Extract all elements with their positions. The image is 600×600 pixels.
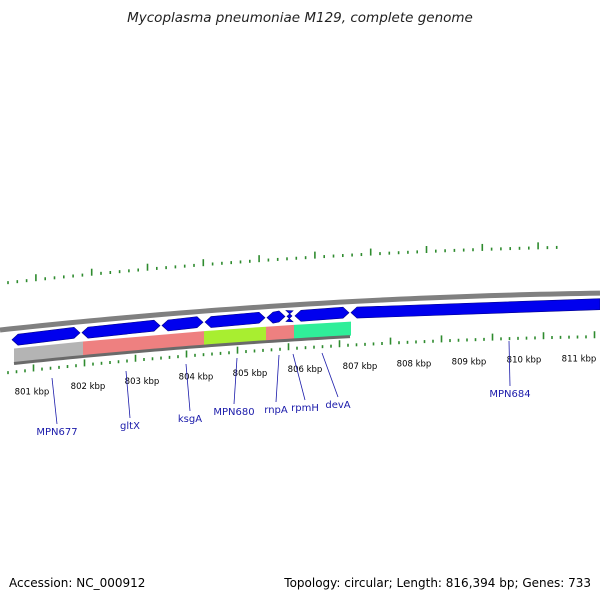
gene-label[interactable]: rnpA bbox=[264, 405, 288, 416]
kbp-label: 802 kbp bbox=[71, 382, 106, 392]
map-title: Mycoplasma pneumoniae M129, complete gen… bbox=[127, 10, 473, 26]
kbp-label: 801 kbp bbox=[15, 388, 50, 398]
gene-leader-line bbox=[125, 370, 131, 419]
cog-segment bbox=[266, 324, 294, 341]
gene-label[interactable]: rpmH bbox=[291, 403, 319, 414]
gene-arrow[interactable] bbox=[294, 306, 350, 322]
cog-segment bbox=[83, 331, 204, 356]
gene-arrow[interactable] bbox=[161, 316, 204, 332]
kbp-label: 805 kbp bbox=[233, 369, 268, 379]
gene-labels[interactable]: MPN677 gltX ksgA MPN680 rnpA rpmH devA MPN684 bbox=[36, 340, 531, 438]
gene-arrow[interactable] bbox=[81, 319, 161, 339]
gene-leader-line bbox=[185, 363, 191, 412]
kbp-label: 810 kbp bbox=[507, 356, 542, 366]
gene-leader-line bbox=[321, 352, 339, 398]
cog-category-bar bbox=[13, 321, 351, 365]
gene-leader-line bbox=[233, 357, 238, 405]
cog-segment bbox=[204, 326, 266, 346]
gene-label[interactable]: gltX bbox=[120, 421, 140, 432]
genome-backbone bbox=[0, 290, 600, 333]
gene-arrow[interactable] bbox=[285, 310, 294, 323]
gene-leader-line bbox=[508, 340, 511, 387]
cog-segment bbox=[294, 321, 351, 339]
gene-label[interactable]: MPN677 bbox=[36, 427, 77, 438]
cog-bar-shadow bbox=[13, 335, 351, 365]
gene-label[interactable]: MPN684 bbox=[489, 389, 530, 400]
kbp-label: 804 kbp bbox=[179, 373, 214, 383]
kbp-label: 807 kbp bbox=[343, 362, 378, 372]
gene-label[interactable]: devA bbox=[325, 400, 350, 411]
kbp-label: 803 kbp bbox=[125, 377, 160, 387]
kbp-label: 811 kbp bbox=[562, 354, 597, 364]
gene-leader-line bbox=[275, 354, 280, 403]
inner-tick-ring bbox=[7, 331, 596, 375]
gene-label[interactable]: MPN680 bbox=[213, 407, 254, 418]
gene-arrow[interactable] bbox=[11, 327, 81, 346]
kbp-tick-labels: 801 kbp 802 kbp 803 kbp 804 kbp 805 kbp 806 k… bbox=[15, 354, 597, 397]
gene-arrow[interactable] bbox=[204, 311, 266, 328]
gene-arrow[interactable] bbox=[350, 298, 600, 319]
gene-leader-line bbox=[292, 353, 306, 401]
gene-leader-line bbox=[51, 377, 58, 425]
kbp-label: 808 kbp bbox=[397, 360, 432, 370]
topology-label: Topology: circular; Length: 816,394 bp; … bbox=[284, 576, 591, 590]
forward-strand-genes[interactable] bbox=[11, 298, 600, 346]
kbp-label: 809 kbp bbox=[452, 357, 487, 367]
accession-label: Accession: NC_000912 bbox=[9, 576, 146, 590]
gene-arrow[interactable] bbox=[266, 310, 286, 324]
kbp-label: 806 kbp bbox=[288, 365, 323, 375]
outer-tick-ring bbox=[7, 242, 558, 285]
gene-label[interactable]: ksgA bbox=[178, 414, 202, 425]
